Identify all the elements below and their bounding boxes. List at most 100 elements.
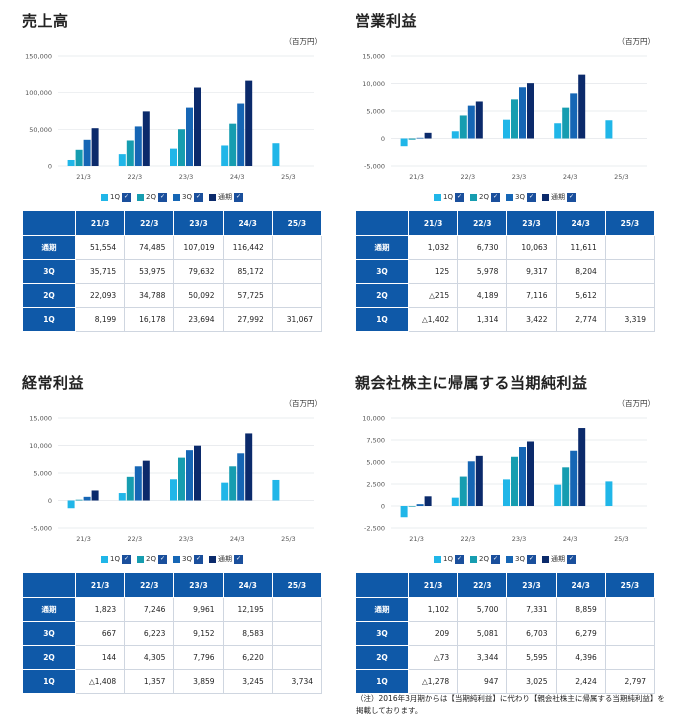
bar[interactable] — [272, 479, 280, 501]
checkbox-icon[interactable]: ✓ — [157, 554, 167, 564]
bar[interactable] — [67, 159, 75, 166]
checkbox-icon[interactable]: ✓ — [455, 554, 465, 564]
bar[interactable] — [91, 128, 99, 166]
bar[interactable] — [459, 115, 467, 139]
bar[interactable] — [245, 433, 253, 501]
bar[interactable] — [221, 145, 229, 166]
legend-item-1q[interactable]: 1Q ✓ — [101, 192, 132, 202]
bar[interactable] — [229, 466, 237, 501]
legend-item-2q[interactable]: 2Q ✓ — [137, 192, 167, 202]
legend-item-3q[interactable]: 3Q ✓ — [172, 192, 203, 202]
bar[interactable] — [503, 479, 510, 506]
bar[interactable] — [554, 123, 562, 139]
bar[interactable] — [605, 120, 613, 139]
bar[interactable] — [527, 441, 534, 506]
bar[interactable] — [570, 450, 578, 506]
bar[interactable] — [527, 83, 534, 139]
bar[interactable] — [194, 445, 201, 501]
legend-item-1q[interactable]: 1Q ✓ — [101, 554, 132, 564]
bar[interactable] — [424, 496, 432, 506]
bar[interactable] — [170, 479, 177, 501]
bar[interactable] — [408, 138, 416, 140]
legend-item-3q[interactable]: 3Q ✓ — [172, 554, 203, 564]
checkbox-icon[interactable]: ✓ — [526, 554, 536, 564]
bar[interactable] — [475, 101, 483, 139]
checkbox-icon[interactable]: ✓ — [526, 192, 536, 202]
bar[interactable] — [221, 482, 229, 501]
bar[interactable] — [118, 493, 126, 501]
bar[interactable] — [416, 504, 424, 506]
bar[interactable] — [134, 126, 142, 166]
bar[interactable] — [408, 506, 416, 507]
bar[interactable] — [562, 467, 570, 506]
checkbox-icon[interactable]: ✓ — [490, 192, 500, 202]
legend-item-1q[interactable]: 1Q ✓ — [434, 554, 465, 564]
bar[interactable] — [503, 119, 510, 139]
legend-item-2q[interactable]: 2Q ✓ — [470, 192, 500, 202]
bar[interactable] — [467, 461, 475, 506]
legend-item-2q[interactable]: 2Q ✓ — [137, 554, 167, 564]
legend-item-1q[interactable]: 1Q ✓ — [434, 192, 465, 202]
bar[interactable] — [186, 107, 193, 166]
bar[interactable] — [237, 103, 245, 166]
bar[interactable] — [245, 80, 253, 166]
bar[interactable] — [451, 497, 459, 506]
bar[interactable] — [142, 460, 150, 501]
bar[interactable] — [142, 111, 150, 166]
checkbox-icon[interactable]: ✓ — [193, 554, 203, 564]
bar[interactable] — [237, 453, 245, 501]
bar[interactable] — [400, 506, 408, 518]
checkbox-icon[interactable]: ✓ — [193, 192, 203, 202]
bar[interactable] — [194, 87, 201, 166]
bar[interactable] — [118, 154, 126, 166]
bar[interactable] — [75, 149, 83, 166]
legend-item-2q[interactable]: 2Q ✓ — [470, 554, 500, 564]
bar[interactable] — [229, 123, 237, 166]
bar[interactable] — [511, 99, 518, 139]
bar[interactable] — [83, 496, 91, 501]
checkbox-icon[interactable]: ✓ — [490, 554, 500, 564]
checkbox-icon[interactable]: ✓ — [233, 554, 243, 564]
bar[interactable] — [475, 455, 483, 506]
bar[interactable] — [416, 137, 424, 139]
bar[interactable] — [178, 129, 185, 166]
bar[interactable] — [578, 74, 586, 139]
bar[interactable] — [605, 481, 613, 506]
bar[interactable] — [126, 476, 134, 501]
legend-item-3q[interactable]: 3Q ✓ — [505, 192, 536, 202]
bar[interactable] — [459, 476, 467, 506]
bar[interactable] — [519, 87, 526, 139]
bar[interactable] — [424, 132, 432, 139]
bar[interactable] — [570, 93, 578, 139]
bar[interactable] — [272, 143, 280, 166]
bar[interactable] — [67, 500, 75, 509]
bar[interactable] — [134, 466, 142, 501]
bar[interactable] — [511, 456, 518, 506]
bar[interactable] — [578, 428, 586, 506]
checkbox-icon[interactable]: ✓ — [566, 192, 576, 202]
bar[interactable] — [451, 131, 459, 139]
bar[interactable] — [75, 499, 83, 501]
checkbox-icon[interactable]: ✓ — [122, 192, 132, 202]
bar[interactable] — [186, 450, 193, 501]
legend-item-3q[interactable]: 3Q ✓ — [505, 554, 536, 564]
bar[interactable] — [562, 107, 570, 139]
legend-item-annual[interactable]: 通期 ✓ — [541, 192, 576, 202]
bar[interactable] — [91, 490, 99, 501]
bar[interactable] — [126, 140, 134, 166]
legend-item-annual[interactable]: 通期 ✓ — [208, 554, 243, 564]
legend-item-annual[interactable]: 通期 ✓ — [541, 554, 576, 564]
checkbox-icon[interactable]: ✓ — [455, 192, 465, 202]
bar[interactable] — [170, 148, 177, 166]
bar[interactable] — [178, 457, 185, 501]
checkbox-icon[interactable]: ✓ — [122, 554, 132, 564]
bar[interactable] — [400, 138, 408, 147]
legend-item-annual[interactable]: 通期 ✓ — [208, 192, 243, 202]
checkbox-icon[interactable]: ✓ — [157, 192, 167, 202]
bar[interactable] — [83, 139, 91, 166]
bar[interactable] — [554, 484, 562, 506]
checkbox-icon[interactable]: ✓ — [233, 192, 243, 202]
checkbox-icon[interactable]: ✓ — [566, 554, 576, 564]
bar[interactable] — [467, 105, 475, 139]
bar[interactable] — [519, 447, 526, 506]
